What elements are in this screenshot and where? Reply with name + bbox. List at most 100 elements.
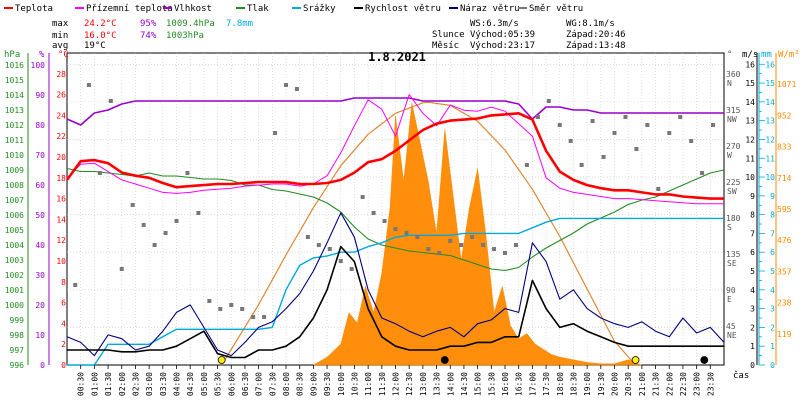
mm-tick-label: 13	[765, 117, 775, 126]
hpa-tick-label: 1001	[5, 286, 24, 295]
wind-direction-point	[305, 235, 310, 239]
mm-tick-label: 10	[765, 173, 775, 182]
stats-rain-max: 7.8mm	[226, 19, 253, 29]
wind-direction-point	[524, 163, 529, 167]
wm2-tick-label: 476	[777, 236, 792, 245]
x-tick-label: 22:30	[679, 372, 688, 396]
wind-gust-line	[66, 212, 725, 357]
x-tick-label: 14:30	[460, 372, 469, 396]
temp-axis-unit: °C	[58, 50, 69, 60]
wind-direction-point	[163, 231, 168, 235]
x-tick-label: 21:00	[638, 372, 647, 396]
wind-direction-point	[273, 131, 278, 135]
mm-tick-label: 11	[765, 154, 775, 163]
info-block: WS:6.3m/s WG:8.1m/s Slunce Východ:05:39 …	[432, 19, 626, 51]
temp-tick-label: 4	[61, 319, 66, 328]
temp-tick-label: 28	[56, 70, 66, 79]
x-tick-label: 23:30	[706, 372, 715, 396]
x-tick-label: 12:30	[405, 372, 414, 396]
x-tick-label: 18:00	[556, 372, 565, 396]
ground-temperature-line	[66, 94, 724, 205]
wm2-tick-label: 833	[777, 143, 792, 152]
wind-direction-point	[240, 307, 245, 311]
mm-tick-label: 1	[770, 342, 775, 351]
wind-direction-point	[513, 243, 518, 247]
sun-moon-marker-layer	[217, 356, 709, 364]
x-tick-label: 11:30	[378, 372, 387, 396]
temp-tick-label: 10	[56, 257, 66, 266]
mm-tick-label: 8	[770, 211, 775, 220]
temp-tick-label: 26	[56, 91, 66, 100]
wind-direction-point	[459, 243, 464, 247]
legend-label: Vlhkost	[174, 4, 212, 14]
wind-direction-point	[667, 131, 672, 135]
dir-tick-name: S	[727, 223, 732, 232]
ms-tick-label: 14	[745, 98, 755, 107]
x-tick-label: 04:30	[186, 372, 195, 396]
x-tick-label: 02:00	[118, 372, 127, 396]
x-tick-label: 16:30	[515, 372, 524, 396]
axis-layer: 00:30 01:00 01:30 02:00 02:30 03:00 03:30 04:00…	[5, 53, 796, 396]
x-tick-label: 10:00	[337, 372, 346, 396]
info-moon-rise: Východ:23:17	[470, 41, 535, 51]
dir-tick-name: E	[727, 295, 732, 304]
wind-direction-point	[689, 139, 694, 143]
stats-row-label-avg: avg	[52, 41, 68, 51]
info-moon-label: Měsíc	[432, 41, 459, 51]
x-tick-label: 20:00	[611, 372, 620, 396]
wind-direction-point	[338, 259, 343, 263]
x-tick-label: 03:30	[159, 372, 168, 396]
chart-title: 1.8.2021	[368, 50, 426, 64]
mm-tick-label: 9	[770, 192, 775, 201]
wind-direction-point	[327, 247, 332, 251]
pct-tick-label: 90	[35, 91, 45, 100]
x-tick-label: 06:30	[241, 372, 250, 396]
x-tick-label: 03:00	[145, 372, 154, 396]
wind-direction-point	[535, 115, 540, 119]
temp-tick-label: 16	[56, 195, 66, 204]
temp-tick-label: 2	[61, 340, 66, 349]
wind-direction-point	[130, 203, 135, 207]
mm-tick-label: 4	[770, 286, 775, 295]
wind-direction-point	[415, 235, 420, 239]
wind-direction-point	[371, 211, 376, 215]
wind-direction-point	[601, 155, 606, 159]
wind-direction-point	[590, 119, 595, 123]
ms-tick-label: 13	[745, 117, 755, 126]
mm-tick-label: 7	[770, 229, 775, 238]
axis-unit-headers: hPa % °C ° m/s mm W/m²	[4, 50, 800, 60]
wind-direction-point	[426, 247, 431, 251]
hpa-tick-label: 998	[10, 331, 25, 340]
stats-temp-max: 24.2°C	[84, 19, 117, 29]
dir-tick-name: W	[727, 151, 732, 160]
x-tick-label: 09:30	[323, 372, 332, 396]
wm2-tick-label: 714	[777, 174, 792, 183]
x-tick-label: 02:30	[131, 372, 140, 396]
dir-tick-degree: 270	[726, 142, 741, 151]
dir-tick-name: SE	[727, 259, 737, 268]
info-sun-rise: Východ:05:39	[470, 30, 535, 40]
temp-tick-label: 24	[56, 111, 66, 120]
wind-direction-point	[481, 243, 486, 247]
wind-direction-point	[284, 83, 288, 87]
wind-direction-point	[393, 227, 398, 231]
wind-speed-line	[67, 245, 724, 359]
hpa-tick-label: 1004	[5, 241, 24, 250]
hpa-tick-label: 1007	[5, 196, 24, 205]
temp-tick-label: 20	[56, 153, 66, 162]
pct-tick-label: 60	[35, 181, 45, 190]
humidity-line	[66, 97, 724, 126]
x-tick-label: 17:00	[528, 372, 537, 396]
x-tick-label: 14:00	[446, 372, 455, 396]
ms-tick-label: 0	[750, 361, 755, 370]
x-tick-label: 17:30	[542, 372, 551, 396]
wind-direction-point	[262, 315, 267, 319]
pct-tick-label: 40	[35, 241, 45, 250]
x-tick-label: 05:30	[214, 372, 223, 396]
legend-label: Srážky	[303, 4, 336, 14]
wm2-tick-label: 119	[777, 330, 792, 339]
x-tick-label: 10:30	[350, 372, 359, 396]
pct-tick-label: 80	[35, 121, 45, 130]
stats-temp-avg: 19°C	[84, 41, 106, 51]
mm-tick-label: 5	[770, 267, 775, 276]
